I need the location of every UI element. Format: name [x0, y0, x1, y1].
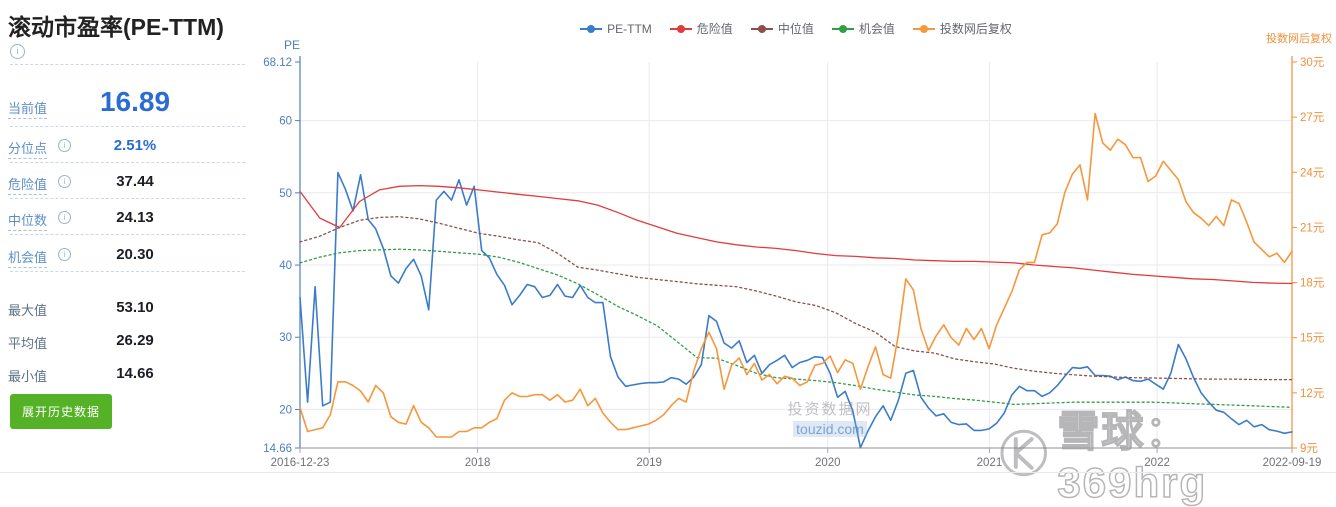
- stat-value-current: 16.89: [99, 86, 171, 117]
- legend-dot-icon: [757, 24, 766, 33]
- info-icon[interactable]: i: [58, 211, 71, 224]
- x-axis-tick-label: 2022-09-19: [1263, 457, 1322, 469]
- legend-item-PE-TTM[interactable]: PE-TTM: [580, 22, 652, 36]
- series-line-PE-TTM: [299, 171, 1293, 449]
- series-line-危险值: [299, 184, 1293, 285]
- left-axis-tick-label: 40: [279, 260, 292, 272]
- bottom-border: [0, 472, 1336, 473]
- right-axis-title: 投数网后复权: [1266, 33, 1332, 45]
- x-axis-tick-label: 2022: [1144, 457, 1170, 469]
- info-icon[interactable]: i: [58, 175, 71, 188]
- stat-label: 最小值: [8, 369, 48, 384]
- legend-line-icon: [580, 24, 603, 33]
- stat-row-median: 中位数 i 24.13: [0, 208, 256, 231]
- stat-row-max: 最大值 53.10: [0, 298, 256, 320]
- stat-row-danger: 危险值 i 37.44: [0, 172, 256, 195]
- legend-dot-icon: [919, 24, 928, 33]
- legend-label: 机会值: [858, 22, 895, 36]
- series-line-投数网后复权: [299, 112, 1293, 438]
- right-axis-tick-label: 24元: [1300, 167, 1325, 179]
- stat-value-max: 53.10: [116, 299, 154, 316]
- chart-legend: PE-TTM 危险值 中位值 机会值 投数网后复权: [300, 20, 1292, 37]
- divider: [10, 64, 245, 65]
- stat-row-current: 当前值 16.89: [0, 86, 256, 119]
- right-axis-tick-label: 27元: [1300, 112, 1325, 124]
- legend-dot-icon: [676, 24, 685, 33]
- info-icon[interactable]: i: [58, 248, 71, 261]
- stat-value-opportunity: 20.30: [116, 246, 154, 263]
- stat-value-percentile: 2.51%: [113, 137, 157, 154]
- legend-label: 投数网后复权: [939, 22, 1012, 36]
- stat-label: 平均值: [8, 336, 48, 351]
- stat-label: 危险值: [8, 174, 48, 195]
- stat-label: 机会值: [8, 247, 48, 268]
- right-axis-tick-label: 21元: [1300, 222, 1325, 234]
- divider: [10, 162, 245, 163]
- stat-value-min: 14.66: [116, 365, 154, 382]
- stat-label: 分位点: [8, 138, 48, 159]
- legend-label: PE-TTM: [607, 21, 652, 36]
- stat-row-avg: 平均值 26.29: [0, 331, 256, 353]
- title-info-icon[interactable]: i: [10, 44, 25, 59]
- stat-row-opportunity: 机会值 i 20.30: [0, 245, 256, 268]
- stat-label: 中位数: [8, 210, 48, 231]
- stat-row-min: 最小值 14.66: [0, 364, 256, 386]
- left-axis-tick-label: 14.66: [263, 443, 292, 455]
- pe-ttm-chart[interactable]: 68.12 60 50 40 30 20 14.66 30元 27元 24元 21元 18元 15元 12…: [0, 0, 1336, 476]
- legend-item-中位值[interactable]: 中位值: [750, 20, 814, 37]
- legend-dot-icon: [587, 24, 596, 33]
- divider: [10, 234, 245, 235]
- divider: [10, 271, 245, 272]
- right-axis-tick-label: 30元: [1300, 57, 1325, 69]
- legend-label: 中位值: [777, 22, 814, 36]
- left-axis-title: PE: [284, 38, 301, 52]
- x-axis-tick-label: 2020: [815, 457, 841, 469]
- right-axis-tick-label: 18元: [1300, 278, 1325, 290]
- stat-value-avg: 26.29: [116, 332, 154, 349]
- divider: [10, 126, 245, 127]
- stat-label: 当前值: [8, 98, 48, 119]
- left-axis-tick-label: 68.12: [263, 57, 292, 69]
- legend-line-icon: [831, 24, 854, 33]
- x-axis-tick-label: 2016-12-23: [271, 457, 330, 469]
- stat-value-median: 24.13: [116, 209, 154, 226]
- stats-sidebar: 滚动市盈率(PE-TTM) i 当前值 16.89 分位点 i 2.51% 危险…: [0, 0, 256, 476]
- legend-item-危险值[interactable]: 危险值: [669, 20, 733, 37]
- legend-dot-icon: [838, 24, 847, 33]
- right-axis-tick-label: 9元: [1300, 443, 1318, 455]
- legend-item-机会值[interactable]: 机会值: [831, 20, 895, 37]
- x-axis-tick-label: 2019: [636, 457, 662, 469]
- x-axis-tick-label: 2021: [977, 457, 1003, 469]
- legend-line-icon: [669, 24, 692, 33]
- divider: [10, 198, 245, 199]
- left-axis-tick-label: 20: [279, 404, 292, 416]
- stat-label: 最大值: [8, 303, 48, 318]
- expand-history-button[interactable]: 展开历史数据: [10, 394, 113, 429]
- series-line-机会值: [299, 248, 1293, 408]
- right-axis-tick-label: 12元: [1300, 388, 1325, 400]
- left-axis-tick-label: 60: [279, 116, 292, 128]
- legend-label: 危险值: [696, 22, 733, 36]
- left-axis-tick-label: 50: [279, 188, 292, 200]
- series-line-中位值: [299, 216, 1293, 381]
- stat-row-percentile: 分位点 i 2.51%: [0, 136, 256, 159]
- info-icon[interactable]: i: [58, 139, 71, 152]
- stat-value-danger: 37.44: [116, 173, 154, 190]
- left-axis-tick-label: 30: [279, 332, 292, 344]
- page-title: 滚动市盈率(PE-TTM): [8, 14, 224, 40]
- legend-line-icon: [750, 24, 773, 33]
- legend-line-icon: [912, 24, 935, 33]
- right-axis-tick-label: 15元: [1300, 333, 1325, 345]
- x-axis-tick-label: 2018: [465, 457, 491, 469]
- legend-item-投数网后复权[interactable]: 投数网后复权: [912, 20, 1012, 37]
